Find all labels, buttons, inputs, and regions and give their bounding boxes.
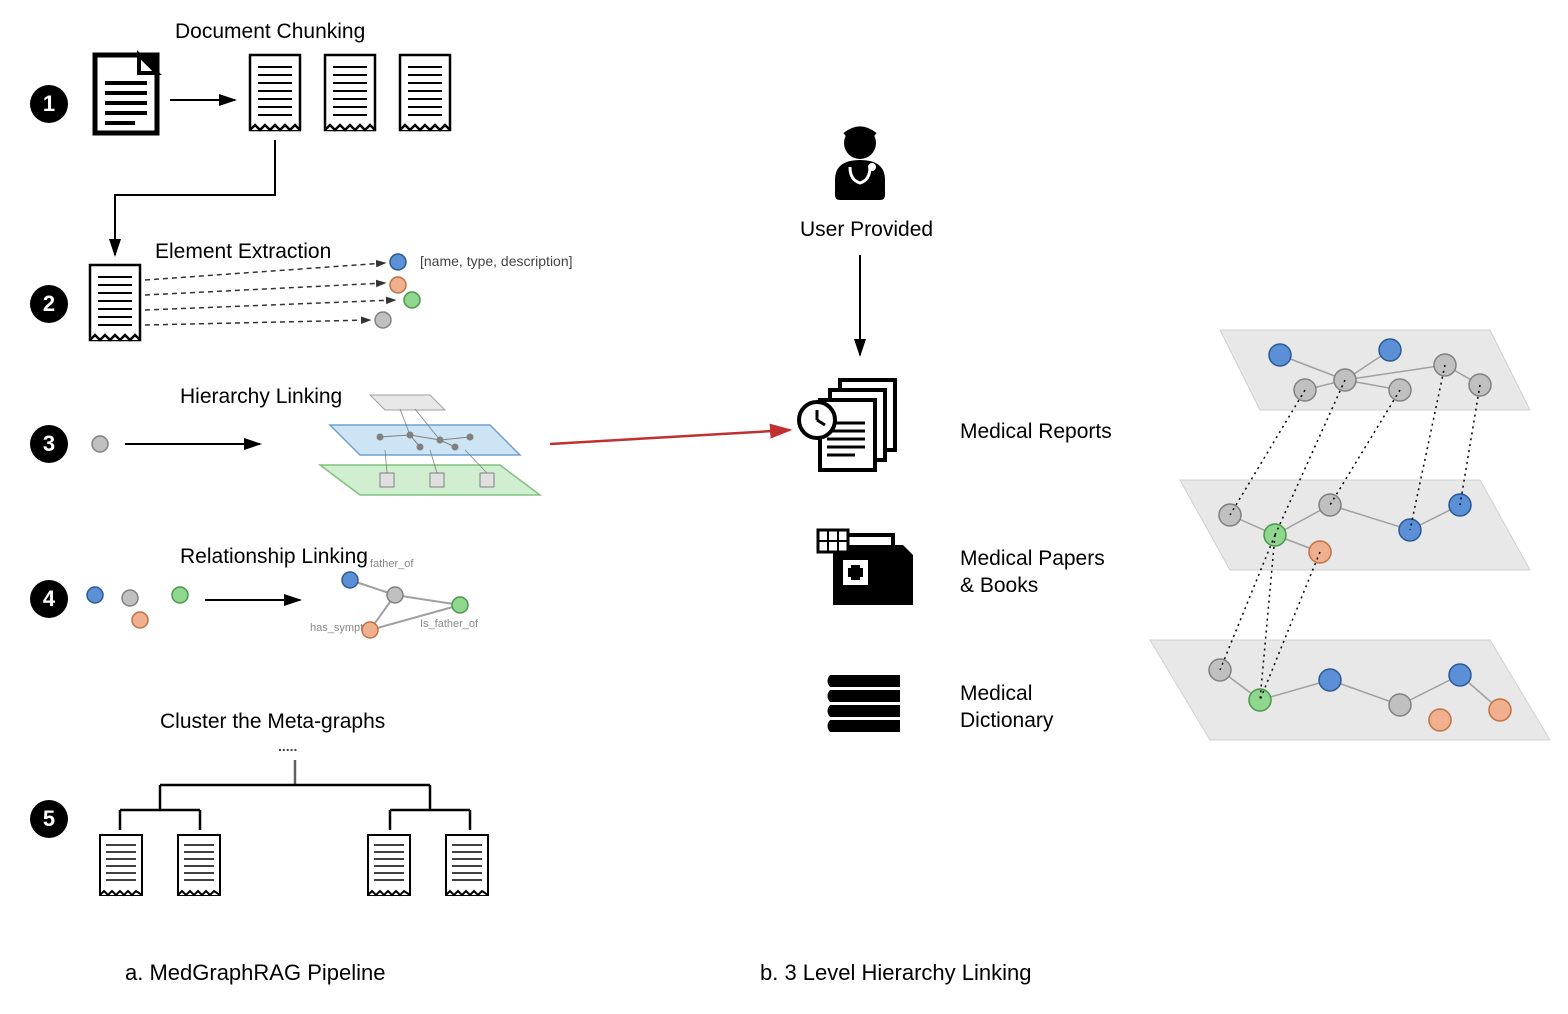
cluster-chunk-4: [446, 835, 488, 895]
caption-a: a. MedGraphRAG Pipeline: [125, 960, 385, 986]
doctor-icon: [835, 127, 885, 200]
cluster-chunk-1: [100, 835, 142, 895]
element-tuple-label: [name, type, description]: [420, 253, 573, 269]
medical-reports-icon: [799, 380, 895, 470]
chunk-icon-1: [250, 55, 300, 130]
dendrogram: [120, 760, 470, 830]
step-4-number: 4: [30, 580, 68, 618]
medical-papers-label: Medical Papers & Books: [960, 545, 1105, 600]
step-2-number: 2: [30, 285, 68, 323]
three-layer-graph: [1150, 330, 1550, 740]
chunk-icon-2: [325, 55, 375, 130]
user-provided-label: User Provided: [800, 218, 933, 242]
diagram-canvas: [0, 0, 1568, 1014]
rel-is-father-of: Is_father_of: [420, 618, 478, 630]
step-1-label: Document Chunking: [175, 20, 365, 44]
step-4-label: Relationship Linking: [180, 545, 368, 569]
chunk-icon-3: [400, 55, 450, 130]
step-5-number: 5: [30, 800, 68, 838]
rel-father-of: father_of: [370, 558, 413, 570]
hierarchy-planes: [320, 395, 540, 495]
step-3-label: Hierarchy Linking: [180, 385, 342, 409]
cluster-chunk-3: [368, 835, 410, 895]
rel-has-symptom: has_symptom: [310, 622, 378, 634]
books-icon: [828, 675, 901, 732]
step-5-label: Cluster the Meta-graphs: [160, 710, 385, 734]
step2-chunk-icon: [90, 265, 140, 340]
step-2-label: Element Extraction: [155, 240, 331, 264]
step-1-number: 1: [30, 85, 68, 123]
medical-papers-icon: [818, 530, 913, 605]
cluster-dots: .....: [278, 738, 297, 754]
cluster-chunk-2: [178, 835, 220, 895]
document-icon: [95, 55, 157, 133]
medical-reports-label: Medical Reports: [960, 420, 1112, 444]
step-3-number: 3: [30, 425, 68, 463]
medical-dictionary-label: Medical Dictionary: [960, 680, 1053, 735]
caption-b: b. 3 Level Hierarchy Linking: [760, 960, 1031, 986]
